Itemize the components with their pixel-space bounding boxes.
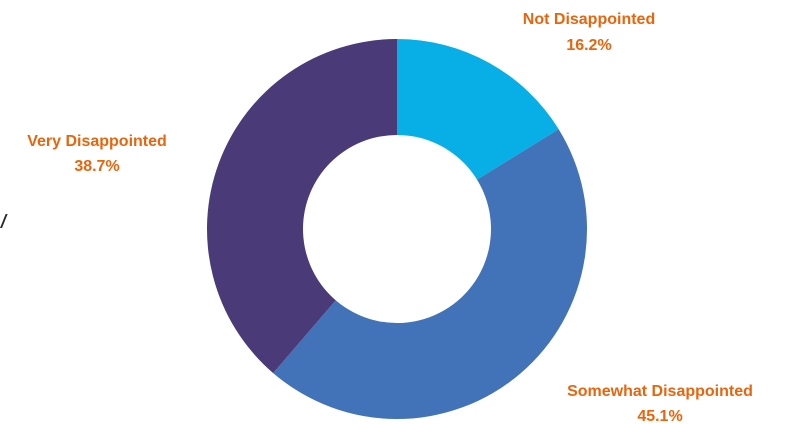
slice-very-disappointed (206, 39, 397, 374)
slice-label-somewhat-disappointed: Somewhat Disappointed (567, 383, 753, 400)
slice-value-very-disappointed: 38.7% (74, 158, 119, 175)
slice-value-not-disappointed: 16.2% (566, 37, 611, 54)
slice-labels: Not Disappointed 16.2% Somewhat Disappoint… (27, 11, 753, 424)
slice-value-somewhat-disappointed: 45.1% (637, 408, 682, 424)
slice-label-not-disappointed: Not Disappointed (523, 11, 655, 28)
donut-hole (303, 135, 491, 323)
slice-label-very-disappointed: Very Disappointed (27, 133, 167, 150)
